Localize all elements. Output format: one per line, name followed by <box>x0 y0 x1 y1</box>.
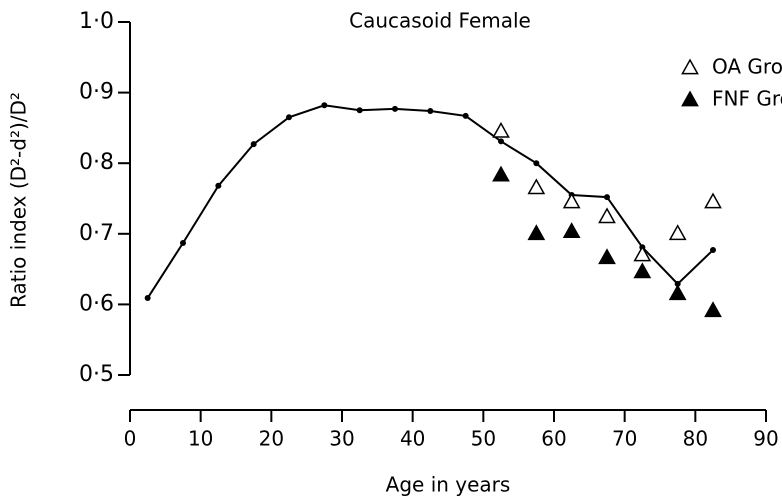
line-point <box>250 141 257 148</box>
x-tick-label: 90 <box>753 427 778 451</box>
x-tick-label: 50 <box>471 427 496 451</box>
marker <box>598 207 616 224</box>
y-tick-label: 0·9 <box>79 80 114 105</box>
x-tick-label: 10 <box>188 427 213 451</box>
legend-marker <box>681 90 699 107</box>
y-tick-label: 1·0 <box>79 9 114 34</box>
line-point <box>604 194 610 201</box>
chart-title: Caucasoid Female <box>349 9 531 33</box>
y-tick-label: 0·5 <box>79 362 114 387</box>
marker <box>598 248 616 265</box>
line <box>146 104 714 299</box>
line-point <box>392 105 398 112</box>
marker <box>668 284 687 301</box>
marker <box>633 262 652 279</box>
line-point <box>180 239 186 246</box>
marker <box>633 245 652 262</box>
x-tick-label: 20 <box>259 427 284 451</box>
marker <box>562 222 581 239</box>
y-axis-label: Ratio index (D²-d²)/D² <box>7 92 31 308</box>
marker <box>492 121 510 138</box>
marker <box>704 192 722 209</box>
marker <box>492 165 510 182</box>
x-tick-label: 70 <box>612 427 637 451</box>
x-tick-label: 30 <box>329 427 354 451</box>
line-point <box>321 102 328 109</box>
marker <box>562 192 581 209</box>
line-point <box>215 182 222 189</box>
line-point <box>533 160 540 167</box>
line-point <box>286 114 292 121</box>
x-tick-label: 80 <box>683 427 708 451</box>
y-tick-label: 0·7 <box>79 221 114 246</box>
line-point <box>498 138 504 145</box>
legend-label: OA Group <box>712 55 782 79</box>
x-tick-label: 60 <box>541 427 566 451</box>
marker <box>704 301 722 318</box>
line-point <box>427 107 434 114</box>
x-axis-label: Age in years <box>386 473 511 497</box>
line-point <box>356 107 363 114</box>
marker <box>668 224 687 241</box>
x-tick-label: 0 <box>124 427 137 451</box>
y-tick-label: 0·6 <box>79 291 114 316</box>
line-point <box>710 247 716 254</box>
marker <box>527 224 546 241</box>
line-point <box>674 280 681 287</box>
legend-marker <box>681 58 699 75</box>
y-tick-label: 0·8 <box>79 150 114 175</box>
legend-label: FNF Group <box>712 87 782 111</box>
line-point <box>462 112 469 119</box>
x-tick-label: 40 <box>400 427 425 451</box>
marker <box>527 178 546 195</box>
line-point <box>144 295 151 302</box>
